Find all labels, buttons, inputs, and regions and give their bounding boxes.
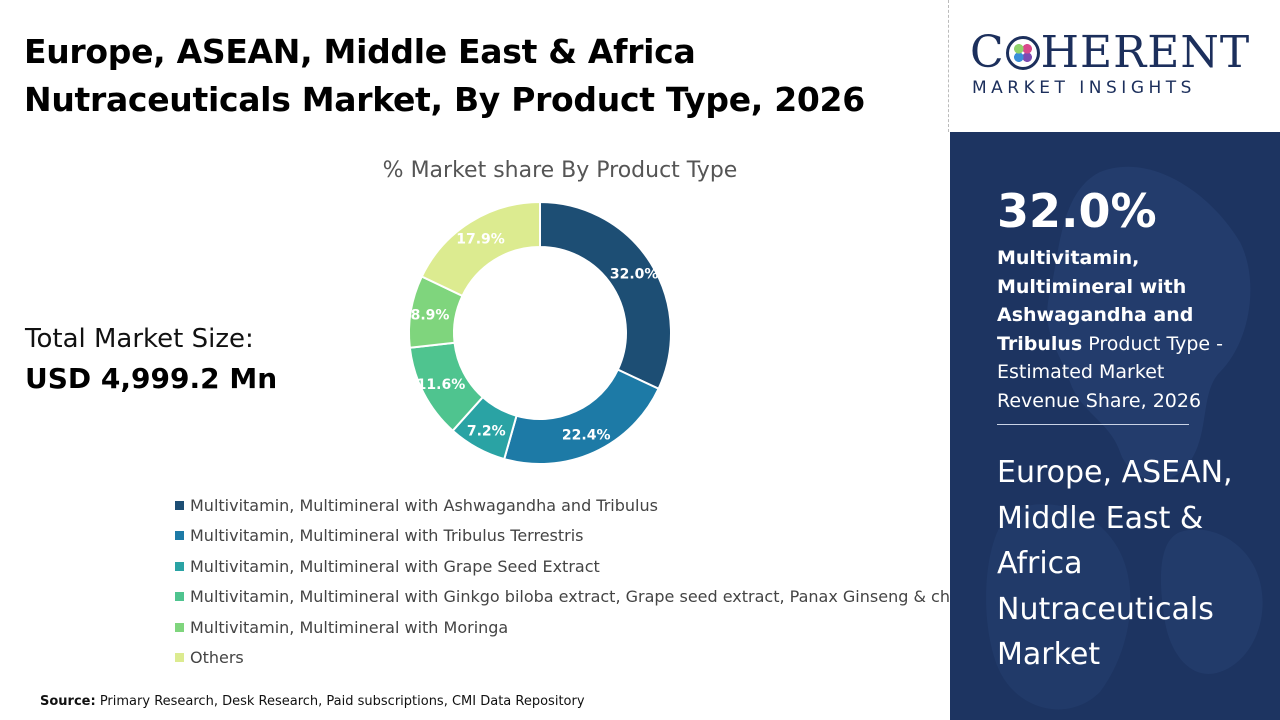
highlight-description: Multivitamin, Multimineral with Ashwagan…	[997, 244, 1247, 415]
panel-map-backdrop	[986, 166, 1263, 710]
legend-item: Multivitamin, Multimineral with Ashwagan…	[175, 490, 989, 521]
legend-label: Others	[190, 648, 244, 668]
panel-divider	[997, 424, 1189, 425]
legend-item: Multivitamin, Multimineral with Moringa	[175, 612, 989, 643]
total-market-size-value: USD 4,999.2 Mn	[25, 362, 278, 395]
legend-label: Multivitamin, Multimineral with Grape Se…	[190, 556, 600, 576]
legend-swatch	[175, 561, 184, 571]
brand-logo: C HERENT MARKET INSIGHTS	[950, 0, 1280, 132]
chart-legend: Multivitamin, Multimineral with Ashwagan…	[175, 490, 989, 673]
legend-item: Others	[175, 643, 989, 674]
page-title: Europe, ASEAN, Middle East & Africa Nutr…	[24, 32, 865, 119]
legend-item: Multivitamin, Multimineral with Tribulus…	[175, 521, 989, 552]
legend-label: Multivitamin, Multimineral with Tribulus…	[190, 526, 584, 546]
source-text: Primary Research, Desk Research, Paid su…	[95, 694, 585, 709]
highlight-segment-detail: Product Type - Estimated Market Revenue …	[997, 332, 1223, 412]
panel-market-title: Europe, ASEAN, Middle East & Africa Nutr…	[997, 455, 1233, 672]
legend-label: Multivitamin, Multimineral with Moringa	[190, 617, 509, 637]
legend-swatch	[175, 500, 184, 510]
header-divider	[948, 0, 949, 132]
logo-globe-icon	[1005, 36, 1040, 70]
highlight-panel: 32.0% Multivitamin, Multimineral with As…	[950, 132, 1280, 720]
donut-label-3: 11.6%	[417, 377, 466, 393]
chart-title: % Market share By Product Type	[382, 158, 738, 183]
source-label: Source:	[40, 694, 96, 709]
legend-label: Multivitamin, Multimineral with Ginkgo b…	[190, 587, 989, 607]
legend-swatch	[175, 653, 184, 663]
donut-slice-0	[539, 200, 672, 391]
source-note: Source: Primary Research, Desk Research,…	[40, 694, 585, 709]
legend-item: Multivitamin, Multimineral with Grape Se…	[175, 551, 989, 582]
legend-swatch	[175, 592, 184, 602]
donut-label-5: 17.9%	[456, 232, 505, 248]
donut-slice-5	[420, 200, 541, 298]
legend-label: Multivitamin, Multimineral with Ashwagan…	[190, 495, 658, 515]
donut-label-2: 7.2%	[467, 424, 506, 440]
donut-label-4: 8.9%	[411, 308, 450, 324]
legend-swatch	[175, 531, 184, 541]
logo-wordmark: C HERENT	[970, 27, 1251, 78]
highlight-percent: 32.0%	[997, 184, 1157, 238]
donut-label-0: 32.0%	[610, 266, 659, 282]
donut-chart: 32.0% 22.4% 7.2% 11.6% 8.9% 17.9%	[408, 200, 672, 465]
highlight-segment-name: Multivitamin, Multimineral with Ashwagan…	[997, 247, 1194, 355]
total-market-size-label: Total Market Size:	[25, 324, 254, 354]
donut-label-1: 22.4%	[562, 427, 611, 443]
logo-tagline: MARKET INSIGHTS	[972, 78, 1196, 98]
legend-item: Multivitamin, Multimineral with Ginkgo b…	[175, 582, 989, 613]
legend-swatch	[175, 622, 184, 632]
donut-slice-1	[503, 368, 660, 465]
